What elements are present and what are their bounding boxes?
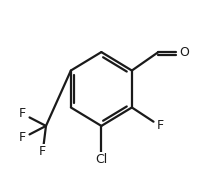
- Text: F: F: [19, 107, 26, 120]
- Text: F: F: [39, 145, 46, 158]
- Text: Cl: Cl: [95, 153, 107, 166]
- Text: F: F: [19, 132, 26, 145]
- Text: F: F: [157, 119, 164, 132]
- Text: O: O: [179, 46, 189, 59]
